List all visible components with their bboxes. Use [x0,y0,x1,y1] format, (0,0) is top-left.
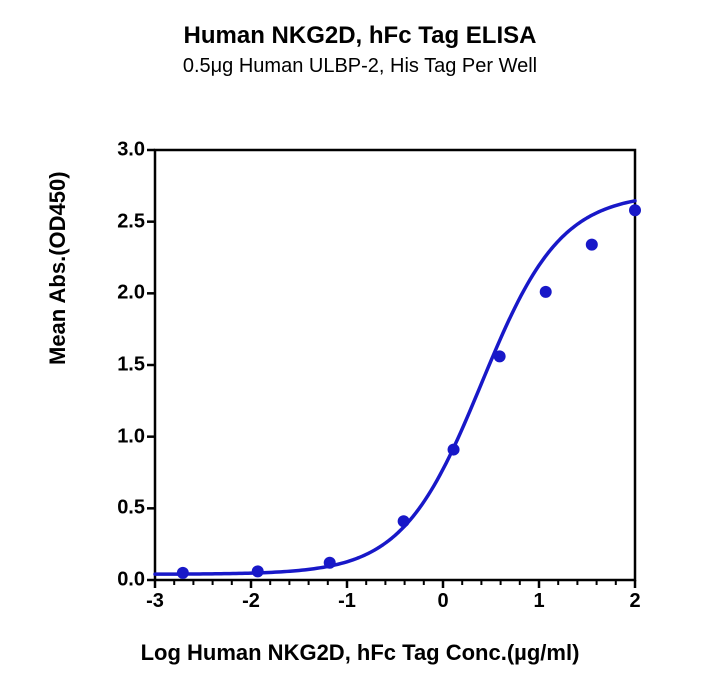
data-point [398,515,410,527]
y-tick-label: 0.5 [117,497,145,520]
y-tick-label: 2.5 [117,210,145,233]
y-tick-label: 3.0 [117,139,145,162]
tick-marks [147,150,635,588]
data-point [586,239,598,251]
data-point [448,444,460,456]
y-axis-label: Mean Abs.(OD450) [45,171,71,365]
chart-subtitle: 0.5μg Human ULBP-2, His Tag Per Well [0,53,720,79]
data-point [177,567,189,579]
data-point [324,557,336,569]
x-axis-label: Log Human NKG2D, hFc Tag Conc.(µg/ml) [0,640,720,666]
title-block: Human NKG2D, hFc Tag ELISA 0.5μg Human U… [0,0,720,79]
x-tick-label: -3 [146,590,164,613]
plot-frame [155,150,635,580]
y-tick-label: 2.0 [117,282,145,305]
y-tick-label: 1.5 [117,354,145,377]
x-tick-label: -1 [338,590,356,613]
x-tick-label: 1 [533,590,544,613]
y-tick-label: 0.0 [117,569,145,592]
y-tick-label: 1.0 [117,425,145,448]
fit-curve [155,201,635,574]
chart-container: Human NKG2D, hFc Tag ELISA 0.5μg Human U… [0,0,720,684]
x-tick-label: 0 [437,590,448,613]
data-point [494,350,506,362]
data-point [252,565,264,577]
data-points [177,204,641,579]
data-point [629,204,641,216]
plot-area [155,150,635,580]
chart-title: Human NKG2D, hFc Tag ELISA [0,22,720,51]
x-tick-label: -2 [242,590,260,613]
plot-svg [155,150,635,580]
data-point [540,286,552,298]
x-tick-label: 2 [629,590,640,613]
